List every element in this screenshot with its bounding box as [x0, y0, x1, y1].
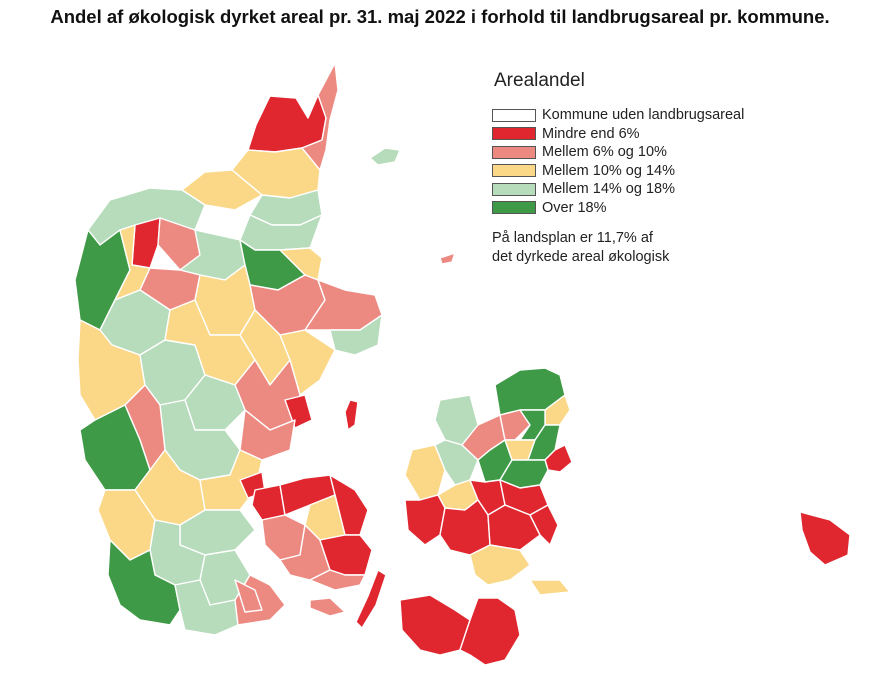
legend-swatch: [492, 127, 536, 141]
legend-item: Kommune uden landbrugsareal: [492, 106, 744, 125]
legend-swatch: [492, 201, 536, 215]
region-moen: [529, 579, 571, 596]
legend-label: Mindre end 6%: [542, 125, 640, 142]
legend-item: Mellem 10% og 14%: [492, 162, 744, 181]
legend-label: Over 18%: [542, 199, 607, 216]
legend-label: Mellem 14% og 18%: [542, 181, 675, 198]
region-slagelse: [404, 494, 446, 546]
map-title: Andel af økologisk dyrket areal pr. 31. …: [50, 6, 830, 27]
legend-swatch: [492, 164, 536, 178]
region-samsoe: [344, 399, 359, 431]
region-svendborg: [309, 569, 366, 591]
legend-note-line: det dyrkede areal økologisk: [492, 249, 670, 265]
region-hilleroed: [499, 409, 531, 441]
region-odder: [284, 394, 313, 429]
legend-swatch: [492, 145, 536, 159]
region-als: [234, 579, 263, 613]
legend-label: Mellem 6% og 10%: [542, 144, 667, 161]
region-anholt: [439, 252, 456, 265]
region-middelfart: [251, 484, 286, 521]
legend-item: Mellem 14% og 18%: [492, 180, 744, 199]
region-laesoe: [369, 147, 401, 166]
legend-item: Mellem 6% og 10%: [492, 143, 744, 162]
region-lolland: [399, 594, 471, 656]
region-mors: [131, 217, 161, 269]
region-langeland: [355, 569, 387, 629]
legend-item: Mindre end 6%: [492, 125, 744, 144]
legend: Arealandel Kommune uden landbrugsareal M…: [492, 70, 744, 267]
region-mariagerfjord: [279, 247, 323, 281]
legend-note: På landsplan er 11,7% af det dyrkede are…: [492, 229, 732, 267]
region-aeroe: [309, 597, 346, 617]
region-guldborgsund: [459, 597, 521, 666]
legend-note-line: På landsplan er 11,7% af: [492, 230, 653, 246]
legend-title: Arealandel: [494, 70, 585, 91]
region-stevns: [529, 504, 559, 546]
legend-label: Kommune uden landbrugsareal: [542, 107, 745, 124]
region-vordingborg: [469, 544, 531, 586]
legend-item: Over 18%: [492, 199, 744, 218]
legend-swatch: [492, 108, 536, 122]
legend-swatch: [492, 182, 536, 196]
region-assens: [261, 514, 306, 561]
region-bornholm: [799, 511, 851, 566]
legend-label: Mellem 10% og 14%: [542, 162, 675, 179]
